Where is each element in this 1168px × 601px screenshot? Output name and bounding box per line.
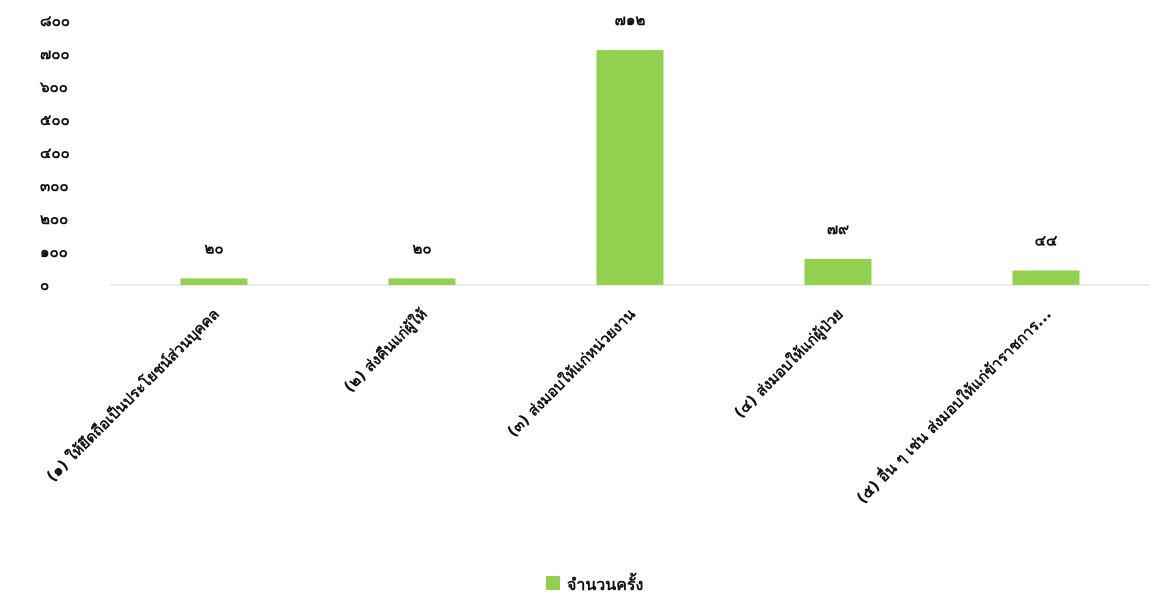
y-tick-label: ๖๐๐: [39, 78, 68, 96]
data-label: ๗๙: [827, 220, 849, 238]
bar: [804, 258, 872, 285]
legend: จำนวนครั้ง: [546, 572, 643, 594]
data-label: ๒๐: [204, 239, 223, 257]
data-label: ๒๐: [412, 239, 431, 257]
x-tick-label: (๒) ส่งคืนแก่ผู้ให้: [340, 305, 432, 397]
y-tick-label: ๕๐๐: [40, 111, 70, 129]
legend-swatch: [546, 576, 560, 590]
y-tick-label: ๓๐๐: [40, 177, 69, 195]
x-tick-label: (๑) ให้ยึดถือเป็นประโยชน์ส่วนบุคคล: [42, 304, 224, 486]
y-axis-ticks: ๐ ๑๐๐ ๒๐๐ ๓๐๐ ๔๐๐ ๕๐๐ ๖๐๐ ๗๐๐ ๘๐๐: [39, 12, 70, 294]
y-tick-label: ๐: [40, 276, 49, 294]
y-tick-label: ๗๐๐: [40, 45, 70, 63]
data-label: ๗๑๒: [615, 11, 646, 29]
x-tick-label: (๔) ส่งมอบให้แก่ผู้ป่วย: [730, 305, 847, 422]
x-tick-label: (๕) อื่น ๆ เช่น ส่งมอบให้แก่ข้าราชการ...: [851, 304, 1054, 507]
bar: [596, 50, 664, 285]
y-tick-label: ๘๐๐: [40, 12, 70, 30]
legend-label: จำนวนครั้ง: [567, 572, 643, 594]
bar: [1012, 270, 1080, 285]
y-tick-label: ๑๐๐: [40, 243, 68, 261]
y-tick-label: ๔๐๐: [40, 144, 70, 162]
bars-group: [180, 50, 1080, 285]
bar: [180, 278, 248, 285]
data-label: ๔๔: [1035, 231, 1058, 249]
x-axis-ticks: (๑) ให้ยึดถือเป็นประโยชน์ส่วนบุคคล (๒) ส่…: [42, 304, 1055, 507]
bar: [388, 278, 456, 285]
y-tick-label: ๒๐๐: [40, 210, 68, 228]
x-tick-label: (๓) ส่งมอบให้แก่หน่วยงาน: [503, 305, 639, 441]
